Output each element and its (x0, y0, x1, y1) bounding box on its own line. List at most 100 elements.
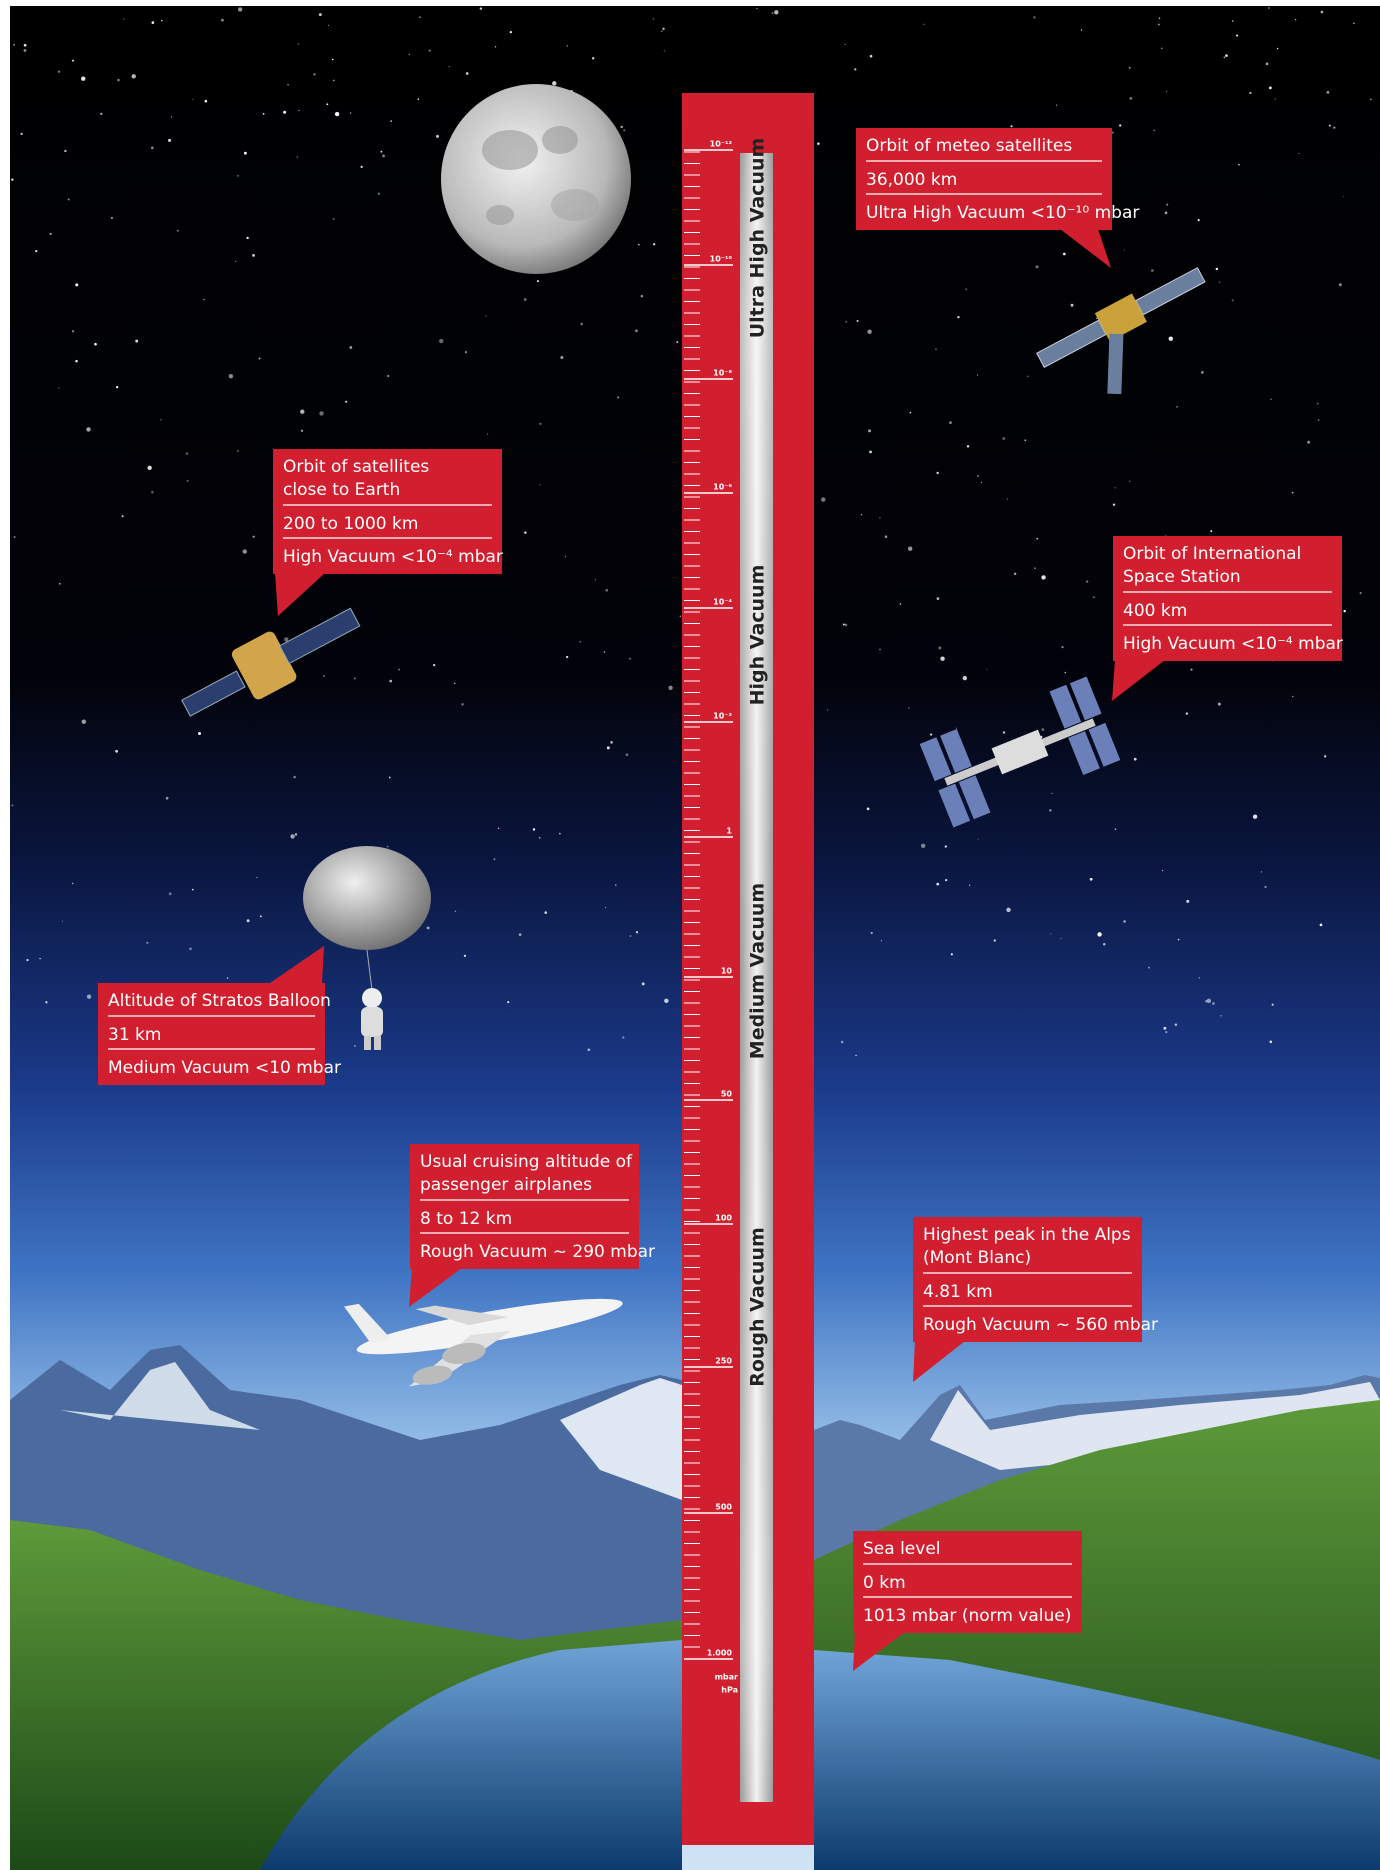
star (580, 323, 583, 326)
star (387, 375, 389, 377)
star (13, 44, 14, 45)
star (629, 935, 631, 937)
star (623, 129, 625, 131)
star (75, 283, 78, 286)
star (464, 955, 466, 957)
tick-label: 1 (726, 827, 732, 836)
star (635, 329, 638, 332)
star (540, 484, 541, 485)
poster: 10⁻¹²10⁻¹⁰10⁻⁸10⁻⁶10⁻⁴10⁻²11050100250500… (0, 0, 1380, 1870)
unit-label: hPa (721, 1686, 738, 1695)
star (617, 396, 619, 398)
star (100, 113, 102, 115)
star (1343, 610, 1345, 612)
star (1212, 1002, 1215, 1005)
star (1353, 23, 1355, 25)
star (380, 151, 382, 153)
star (845, 321, 847, 323)
star (821, 497, 825, 501)
star (967, 445, 969, 447)
callout-title: Orbit of meteo satellites (866, 136, 1072, 156)
star (978, 839, 979, 840)
star (186, 452, 188, 454)
star (146, 942, 148, 944)
star (1266, 63, 1269, 66)
star (1124, 250, 1125, 251)
star (419, 16, 420, 17)
star (59, 583, 60, 584)
star (1129, 97, 1132, 100)
star (1006, 908, 1010, 912)
star (115, 750, 118, 753)
star (949, 421, 952, 424)
star (86, 427, 90, 431)
star (1295, 19, 1296, 20)
star (1165, 211, 1168, 214)
star (487, 434, 488, 435)
star (62, 921, 63, 922)
star (1090, 878, 1093, 881)
star (290, 834, 294, 838)
star (247, 919, 250, 922)
callout-altitude: 4.81 km (923, 1282, 993, 1302)
star (45, 1001, 47, 1003)
star (64, 150, 66, 152)
star (284, 637, 288, 641)
star (192, 99, 193, 100)
star (592, 57, 594, 59)
star (1253, 815, 1257, 819)
star (544, 911, 547, 914)
star (936, 472, 938, 474)
callout-title: Sea level (863, 1539, 941, 1559)
star (662, 28, 664, 30)
star (1166, 204, 1168, 206)
star (298, 110, 299, 111)
star (1154, 130, 1155, 131)
star (436, 135, 439, 138)
callout-title: Orbit of satellites (283, 457, 429, 477)
star (1269, 1040, 1272, 1043)
star (161, 20, 162, 21)
star (252, 254, 255, 257)
star (1081, 29, 1082, 30)
star (466, 72, 469, 75)
star (868, 429, 871, 432)
star (68, 199, 70, 201)
star (1161, 48, 1163, 50)
star (1163, 1027, 1166, 1030)
star (621, 126, 623, 128)
star (82, 720, 86, 724)
star (1034, 567, 1036, 569)
star (203, 299, 204, 300)
star (969, 885, 970, 886)
star (930, 733, 932, 735)
star (841, 1041, 844, 1044)
star (11, 178, 13, 180)
star (1249, 92, 1251, 94)
star (189, 947, 192, 950)
star (1370, 99, 1372, 101)
star (986, 669, 987, 670)
star (168, 139, 171, 142)
tick-label: 10⁻¹⁰ (710, 255, 733, 264)
star (283, 111, 286, 114)
star (297, 157, 298, 158)
star (1158, 24, 1160, 26)
star (177, 230, 179, 232)
star (1232, 299, 1234, 301)
callout-title: close to Earth (283, 480, 400, 500)
star (1024, 439, 1026, 441)
star (951, 953, 953, 955)
star (641, 295, 644, 298)
star (552, 81, 556, 85)
star (638, 244, 640, 246)
vacuum-range: High Vacuum (747, 565, 769, 706)
star (259, 358, 261, 360)
callout-pressure: High Vacuum <10⁻⁴ mbar (283, 547, 503, 567)
star (1129, 67, 1131, 69)
star (1186, 900, 1189, 903)
star (1327, 91, 1330, 94)
star (1086, 580, 1088, 582)
star (1270, 399, 1271, 400)
star (1275, 98, 1276, 99)
